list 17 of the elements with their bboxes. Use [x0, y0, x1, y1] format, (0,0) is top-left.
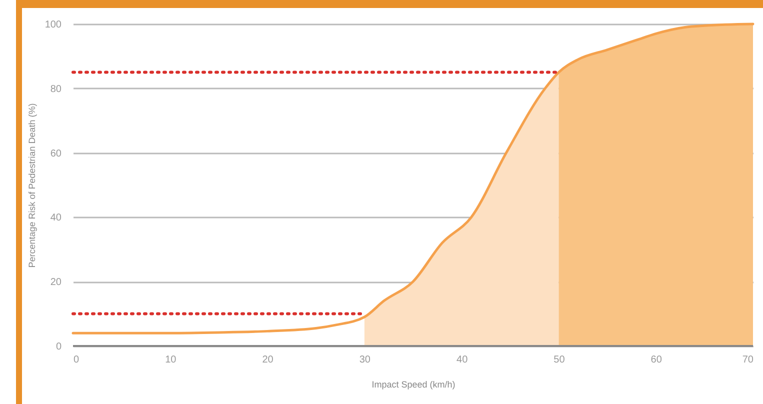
y-tick-label: 20 [50, 277, 62, 288]
y-axis-title: Percentage Risk of Pedestrian Death (%) [26, 103, 37, 268]
y-tick-label: 80 [50, 84, 62, 95]
x-tick-label: 70 [742, 354, 754, 366]
x-tick-label: 10 [165, 354, 177, 366]
x-axis-title: Impact Speed (km/h) [372, 380, 456, 390]
x-tick-label: 30 [359, 354, 371, 366]
y-tick-label: 0 [56, 342, 62, 352]
y-tick-label: 100 [44, 20, 62, 30]
y-tick-label: 40 [50, 212, 62, 224]
x-tick-label: 40 [456, 354, 468, 366]
x-tick-label: 60 [650, 354, 662, 366]
x-tick-label: 50 [554, 354, 566, 366]
y-tick-label: 60 [50, 148, 62, 160]
x-tick-label: 20 [262, 354, 274, 366]
line-series [72, 22, 754, 334]
x-tick-label: 0 [74, 354, 80, 366]
